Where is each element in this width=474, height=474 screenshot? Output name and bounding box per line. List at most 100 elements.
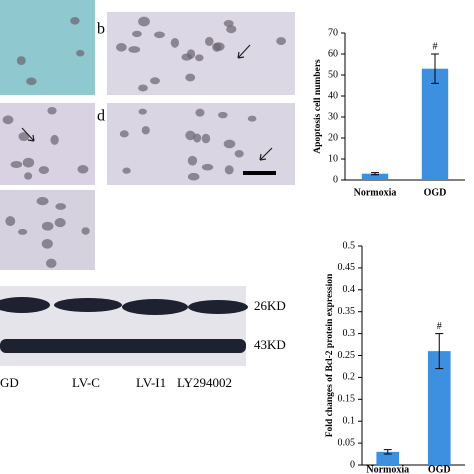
bar: [361, 173, 389, 180]
panel-label: d: [97, 108, 105, 125]
bar: [376, 451, 400, 465]
y-tick-label: 70: [328, 27, 338, 38]
error-bar: [371, 172, 379, 176]
y-tick-label: 0.2: [343, 372, 356, 383]
nucleus: [204, 36, 214, 47]
nucleus: [122, 167, 131, 174]
nucleus: [128, 46, 141, 53]
y-axis-title: Apoptosis cell numbers: [313, 59, 323, 154]
nucleus: [2, 115, 14, 125]
nucleus: [45, 258, 57, 268]
nucleus: [77, 164, 89, 174]
y-tick-label: 0.4: [343, 284, 356, 295]
bar: [427, 351, 451, 465]
x-tick-label: Normoxia: [366, 464, 409, 474]
nucleus: [247, 115, 257, 122]
y-tick-label: 0.05: [338, 437, 356, 448]
nucleus: [224, 165, 234, 175]
nucleus: [81, 227, 90, 235]
nucleus: [218, 111, 228, 119]
micrograph-a: [0, 0, 95, 95]
band: [0, 297, 50, 313]
nucleus: [26, 77, 37, 86]
error-bar: [431, 53, 439, 84]
nucleus: [138, 108, 147, 115]
y-tick-label: 0.5: [343, 240, 356, 251]
nucleus: [153, 31, 165, 39]
nucleus: [138, 16, 150, 27]
nucleus: [276, 37, 286, 46]
nucleus: [70, 16, 80, 25]
error-bar: [435, 333, 444, 370]
band-label: 26KD: [254, 298, 286, 313]
lane-label: LY294002: [177, 375, 232, 390]
nucleus: [132, 30, 142, 38]
nucleus: [116, 42, 127, 52]
nucleus: [187, 172, 200, 181]
y-tick-label: 60: [328, 48, 338, 59]
band: [122, 299, 188, 315]
y-tick-label: 10: [328, 153, 338, 164]
blot-membrane: [0, 286, 246, 366]
nucleus: [24, 172, 33, 180]
micrograph-b: [107, 12, 295, 95]
nucleus: [54, 218, 66, 228]
x-tick-label: OGD: [424, 187, 447, 198]
nucleus: [18, 132, 30, 142]
arrows: [21, 44, 273, 161]
y-tick-label: 0.3: [343, 328, 356, 339]
band: [54, 298, 122, 312]
y-tick-label: 0: [333, 174, 338, 185]
lane-label: LV-I1: [136, 375, 166, 390]
nucleus: [195, 54, 204, 62]
y-tick-label: 0.15: [338, 394, 356, 405]
nucleus: [170, 38, 180, 48]
y-tick-label: 20: [328, 132, 338, 143]
x-tick-label: OGD: [428, 464, 451, 474]
nucleus: [47, 106, 57, 115]
lane-label: GD: [0, 375, 19, 390]
arrow: [21, 127, 35, 142]
nucleus: [76, 49, 85, 57]
band: [0, 339, 246, 353]
nucleus: [187, 155, 198, 166]
nucleus: [195, 108, 205, 117]
arrow: [259, 147, 273, 161]
y-tick-label: 50: [328, 69, 338, 80]
y-tick-label: 30: [328, 111, 338, 122]
arrow: [237, 44, 251, 59]
annotation: #: [433, 41, 438, 52]
band-label: 43KD: [254, 337, 286, 352]
nucleus: [234, 150, 244, 158]
y-tick-label: 0: [350, 459, 355, 470]
nucleus: [138, 84, 148, 92]
nucleus: [41, 238, 53, 249]
nucleus: [36, 197, 49, 206]
nucleus: [181, 53, 193, 61]
panel-label: b: [97, 21, 105, 38]
y-tick-label: 0.25: [338, 350, 356, 361]
nucleus: [5, 216, 16, 227]
nucleus: [141, 126, 150, 135]
nucleus: [17, 228, 28, 235]
blot-bands: [0, 297, 248, 353]
nucleus: [185, 130, 196, 141]
nucleus: [226, 25, 237, 34]
nucleus: [223, 139, 236, 149]
nucleus: [119, 130, 129, 138]
nucleus: [150, 77, 160, 85]
nucleus: [10, 160, 23, 169]
lane-label: LV-C: [72, 375, 100, 390]
y-tick-label: 0.35: [338, 306, 356, 317]
nucleus: [22, 157, 35, 168]
y-axis-title: Fold changes of Bcl-2 protein expression: [325, 273, 335, 437]
nucleus: [213, 42, 225, 51]
y-tick-label: 0.45: [338, 262, 356, 273]
nucleus: [16, 56, 26, 66]
nucleus: [185, 73, 196, 82]
micrographs: [0, 0, 295, 270]
band: [188, 300, 248, 314]
nucleus: [55, 203, 67, 210]
nucleus: [41, 221, 54, 231]
